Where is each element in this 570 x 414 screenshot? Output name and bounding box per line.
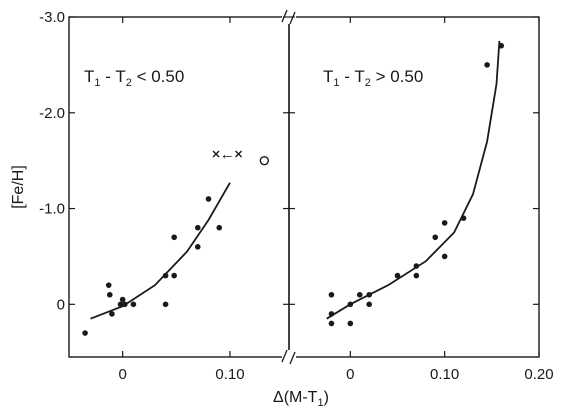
left-x-tick-label-1: 0.10 [215, 366, 244, 383]
right-data-point-13 [441, 220, 448, 226]
y-axis-title: [Fe/H] [10, 165, 27, 209]
y-tick-label-2: -1.0 [39, 201, 65, 218]
right-x-tick-label-1: 0.10 [430, 366, 459, 383]
right-data-point-4 [347, 320, 354, 327]
right-data-point-11 [432, 234, 439, 241]
right-data-point-16 [498, 42, 505, 49]
right-data-point-2 [328, 320, 335, 327]
y-tick-label-1: -2.0 [39, 105, 65, 122]
y-tick-label-3: 0 [57, 296, 65, 313]
left-x-mark-1 [235, 150, 243, 158]
right-data-point-1 [328, 311, 335, 317]
right-panel-frame [288, 16, 540, 358]
right-data-point-15 [484, 62, 490, 68]
right-panel-condition: T1 - T2 > 0.50 [323, 67, 423, 89]
left-data-point-10 [171, 272, 177, 279]
left-data-point-9 [162, 272, 169, 279]
x-axis-title: Δ(M-T1) [273, 389, 329, 409]
left-data-point-15 [216, 224, 223, 231]
right-data-point-0 [328, 291, 335, 298]
left-panel-condition: T1 - T2 < 0.50 [84, 67, 184, 89]
left-data-point-11 [171, 234, 177, 241]
left-x-mark-0 [212, 150, 220, 158]
right-x-tick-label-0: 0 [346, 366, 354, 383]
left-data-point-6 [122, 301, 128, 308]
left-data-point-8 [162, 301, 169, 308]
x-axis-title-close: ) [324, 389, 329, 406]
left-open-point [259, 155, 270, 166]
left-fit-curve [90, 182, 231, 320]
left-data-point-1 [105, 282, 112, 288]
right-data-point-14 [460, 215, 467, 221]
right-data-point-8 [394, 272, 401, 279]
x-axis-title-sub: 1 [317, 397, 323, 409]
right-data-point-5 [356, 291, 363, 298]
left-data-point-0 [82, 330, 88, 336]
left-data-point-14 [205, 196, 212, 202]
left-data-point-2 [106, 291, 113, 298]
ticks-layer: -3.0 -2.0 -1.0 0 0 0.10 0 0.10 0.20 [39, 9, 553, 383]
left-data-point-12 [194, 244, 201, 250]
left-data-point-7 [130, 301, 137, 308]
axis-break-bottom [281, 349, 296, 365]
right-data-point-6 [366, 301, 372, 308]
left-data-point-5 [119, 296, 126, 303]
x-mark-arrow: ← [220, 146, 235, 163]
right-data-point-10 [413, 272, 420, 279]
marks-layer [82, 40, 505, 336]
left-data-point-3 [109, 311, 115, 317]
left-data-point-4 [117, 301, 124, 308]
y-tick-label-0: -3.0 [39, 9, 65, 26]
right-data-point-12 [441, 253, 448, 260]
left-data-point-13 [194, 224, 201, 231]
left-x-tick-label-0: 0 [118, 366, 126, 383]
x-axis-title-main: Δ(M-T [273, 389, 318, 406]
right-data-point-9 [413, 263, 420, 269]
right-data-point-3 [347, 301, 354, 308]
right-x-tick-label-2: 0.20 [524, 366, 553, 383]
right-fit-curve [326, 40, 501, 320]
right-data-point-7 [366, 291, 372, 298]
